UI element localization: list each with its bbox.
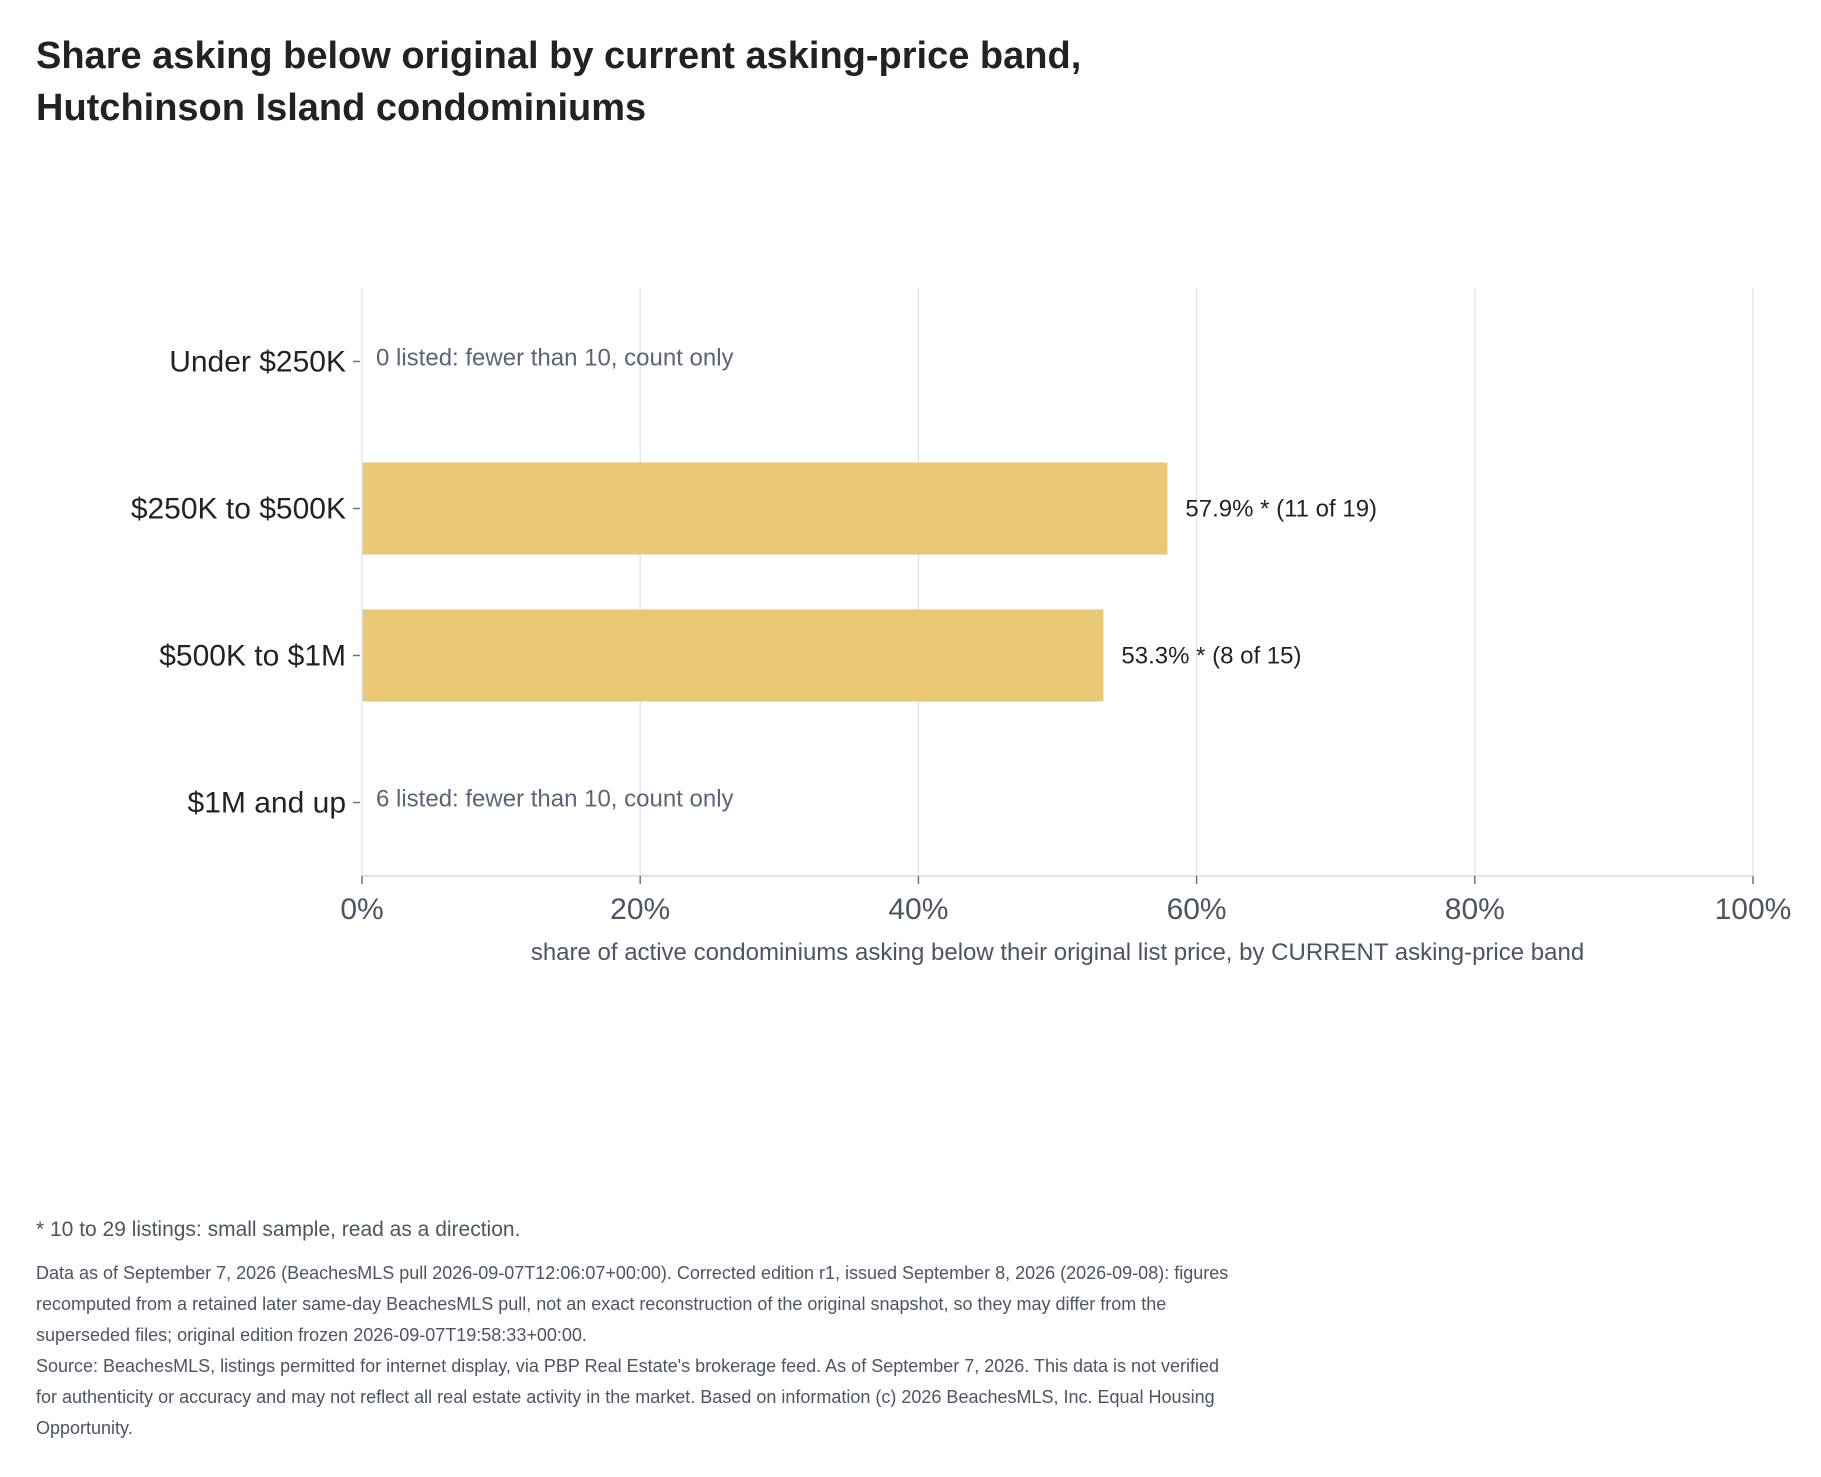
edition-note-line: superseded files; original edition froze… [36, 1325, 587, 1345]
bars [362, 462, 1168, 702]
x-tick-label: 40% [888, 893, 948, 926]
y-tick-label: Under $250K [169, 346, 346, 379]
x-tick-label: 60% [1167, 893, 1227, 926]
axes: 0% 20% 40% 60% 80% 100% share of active condom… [131, 288, 1792, 966]
edition-note: Data as of September 7, 2026 (BeachesMLS… [36, 1258, 1456, 1351]
chart-title: Share asking below original by current a… [36, 30, 1536, 134]
x-tick-label: 80% [1445, 893, 1505, 926]
bar [362, 462, 1168, 555]
source-note-line: for authenticity or accuracy and may not… [36, 1387, 1215, 1407]
y-tick-label: $1M and up [188, 787, 346, 820]
bar-value-label: 53.3% * (8 of 15) [1121, 643, 1301, 670]
chart-title-line-2: Hutchinson Island condominiums [36, 87, 647, 129]
chart-title-line-1: Share asking below original by current a… [36, 35, 1082, 77]
y-tick-label: $500K to $1M [159, 640, 346, 673]
source-note-line: Source: BeachesMLS, listings permitted f… [36, 1356, 1220, 1376]
edition-note-line: Data as of September 7, 2026 (BeachesMLS… [36, 1263, 1229, 1283]
labels: 0 listed: fewer than 10, count only 57.9%… [376, 345, 1377, 813]
bar-value-label: 57.9% * (11 of 19) [1185, 496, 1377, 523]
sample-size-footnote: * 10 to 29 listings: small sample, read … [36, 1218, 521, 1241]
count-only-label: 6 listed: fewer than 10, count only [376, 786, 734, 813]
bar-chart: 0% 20% 40% 60% 80% 100% share of active condom… [131, 288, 1792, 966]
gridlines [639, 288, 1754, 876]
count-only-label: 0 listed: fewer than 10, count only [376, 345, 734, 372]
edition-note-line: recomputed from a retained later same-da… [36, 1294, 1167, 1314]
y-tick-label: $250K to $500K [131, 493, 346, 526]
bar [362, 609, 1104, 702]
source-note-line: Opportunity. [36, 1418, 133, 1438]
source-note: Source: BeachesMLS, listings permitted f… [36, 1351, 1456, 1444]
x-axis-title: share of active condominiums asking belo… [531, 939, 1584, 966]
chart-notes: * 10 to 29 listings: small sample, read … [36, 1218, 1456, 1444]
x-tick-label: 0% [340, 893, 383, 926]
x-tick-label: 100% [1715, 893, 1792, 926]
x-tick-label: 20% [610, 893, 670, 926]
